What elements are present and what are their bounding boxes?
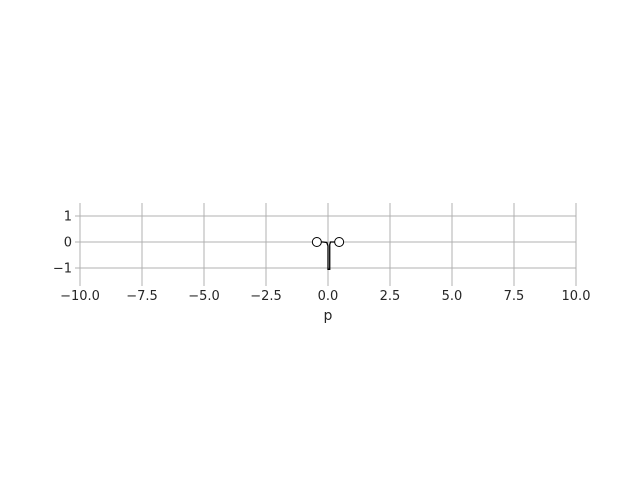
marker-layer bbox=[311, 237, 345, 247]
x-tick-label: −2.5 bbox=[250, 289, 282, 304]
data-point bbox=[311, 237, 322, 247]
x-axis-label: p bbox=[324, 308, 333, 324]
x-tick-label: −10.0 bbox=[60, 289, 100, 304]
y-tick-label: 1 bbox=[64, 210, 72, 225]
x-tick-label: 7.5 bbox=[504, 289, 525, 304]
y-tick-label: −1 bbox=[53, 262, 72, 277]
x-tick-label: 5.0 bbox=[442, 289, 463, 304]
x-tick-label: 0.0 bbox=[318, 289, 339, 304]
x-tick-labels: −10.0 −7.5 −5.0 −2.5 0.0 2.5 5.0 7.5 10.0 bbox=[60, 289, 590, 304]
x-tick-label: −7.5 bbox=[126, 289, 158, 304]
series-line bbox=[316, 241, 340, 270]
x-tick-label: −5.0 bbox=[188, 289, 220, 304]
series-layer bbox=[316, 241, 340, 270]
x-tick-label: 10.0 bbox=[562, 289, 591, 304]
y-tick-labels: 1 0 −1 bbox=[53, 210, 72, 277]
tick-layer bbox=[75, 215, 577, 286]
y-tick-label: 0 bbox=[64, 236, 72, 251]
data-point bbox=[334, 237, 345, 247]
x-tick-label: 2.5 bbox=[380, 289, 401, 304]
